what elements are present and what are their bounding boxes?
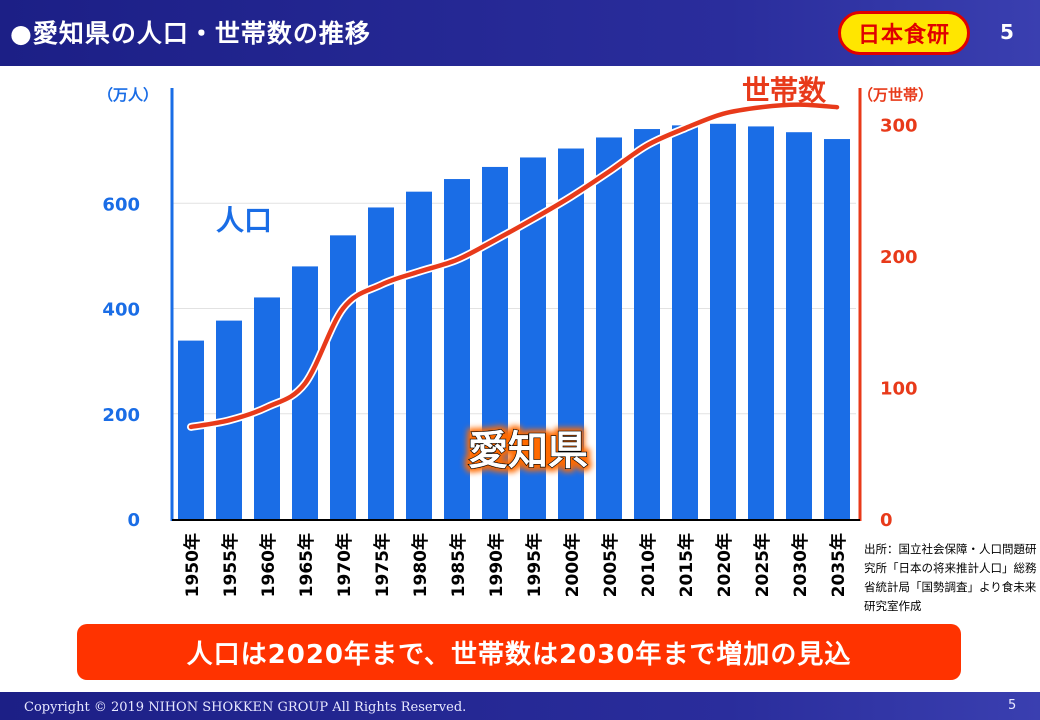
households-line bbox=[188, 102, 840, 430]
right-axis-unit-label: （万世帯） bbox=[858, 86, 933, 104]
population-bar bbox=[444, 179, 470, 519]
x-axis-category-label: 1955年 bbox=[220, 533, 241, 597]
households-line-layer bbox=[187, 100, 841, 431]
gridlines bbox=[172, 202, 856, 415]
x-axis-category-label: 2005年 bbox=[600, 533, 621, 597]
households-line-outline bbox=[187, 100, 841, 431]
x-axis-category-label: 2020年 bbox=[714, 533, 735, 597]
x-axis-category-label: 2030年 bbox=[790, 533, 811, 597]
chart-labels: 0 200 400 600 0 100 200 300 （万人） （万世帯） 1950年 1955年 1… bbox=[98, 74, 933, 597]
population-bar bbox=[406, 191, 432, 520]
left-axis-tick-label: 200 bbox=[102, 405, 140, 426]
population-bar bbox=[558, 148, 584, 519]
population-bar bbox=[368, 207, 394, 519]
axes bbox=[170, 88, 862, 521]
x-axis-category-label: 1985年 bbox=[448, 533, 469, 597]
left-axis-tick-label: 400 bbox=[102, 300, 140, 321]
population-bar bbox=[330, 235, 356, 519]
right-axis-tick-label: 100 bbox=[880, 378, 918, 399]
left-axis-tick-label: 0 bbox=[127, 510, 140, 531]
x-axis-category-label: 1965年 bbox=[296, 533, 317, 597]
population-bar bbox=[672, 125, 698, 520]
right-axis-tick-label: 300 bbox=[880, 115, 918, 136]
header-page-number: 5 bbox=[1000, 20, 1014, 44]
population-bar bbox=[482, 166, 508, 519]
company-logo: 日本食研 bbox=[838, 11, 970, 55]
source-note: 出所：国立社会保障・人口問題研究所「日本の将来推計人口」総務省統計局「国勢調査」… bbox=[864, 542, 1037, 613]
x-axis-category-label: 1975年 bbox=[372, 533, 393, 597]
x-axis-category-label: 1960年 bbox=[258, 533, 279, 597]
households-series-label: 世帯数 bbox=[742, 74, 827, 107]
logo-text: 日本食研 bbox=[857, 23, 950, 48]
x-axis-category-label: 2000年 bbox=[562, 533, 583, 597]
page-title: ●愛知県の人口・世帯数の推移 bbox=[10, 19, 371, 48]
population-bar bbox=[824, 139, 850, 520]
population-household-chart: 0 200 400 600 0 100 200 300 （万人） （万世帯） 1950年 1955年 1… bbox=[98, 74, 933, 597]
footer-page-number: 5 bbox=[1008, 698, 1017, 713]
x-axis-category-label: 1970年 bbox=[334, 533, 355, 597]
population-series-label: 人口 bbox=[216, 204, 272, 237]
region-label: 愛知県 bbox=[468, 428, 588, 474]
copyright-text: Copyright © 2019 NIHON SHOKKEN GROUP All… bbox=[24, 700, 467, 715]
population-bar bbox=[748, 126, 774, 520]
right-axis-tick-label: 0 bbox=[880, 510, 893, 531]
header-bar: ●愛知県の人口・世帯数の推移 日本食研 5 bbox=[0, 0, 1040, 66]
x-axis-category-label: 1995年 bbox=[524, 533, 545, 597]
summary-callout: 人口は2020年まで、世帯数は2030年まで増加の見込 bbox=[77, 624, 961, 680]
x-axis-category-label: 2035年 bbox=[828, 533, 849, 597]
left-axis-tick-label: 600 bbox=[102, 194, 140, 215]
population-bar bbox=[710, 123, 736, 519]
population-bar bbox=[596, 137, 622, 519]
population-bar bbox=[634, 129, 660, 519]
right-axis-tick-label: 200 bbox=[880, 247, 918, 268]
x-axis-category-label: 2015年 bbox=[676, 533, 697, 597]
x-axis-category-label: 2010年 bbox=[638, 533, 659, 597]
x-axis-category-label: 2025年 bbox=[752, 533, 773, 597]
x-axis-category-label: 1950年 bbox=[182, 533, 203, 597]
x-axis-category-label: 1990年 bbox=[486, 533, 507, 597]
summary-text: 人口は2020年まで、世帯数は2030年まで増加の見込 bbox=[186, 639, 852, 670]
x-axis-category-label: 1980年 bbox=[410, 533, 431, 597]
left-axis-unit-label: （万人） bbox=[98, 86, 158, 104]
footer-bar: Copyright © 2019 NIHON SHOKKEN GROUP All… bbox=[0, 692, 1040, 720]
population-bar bbox=[786, 132, 812, 520]
